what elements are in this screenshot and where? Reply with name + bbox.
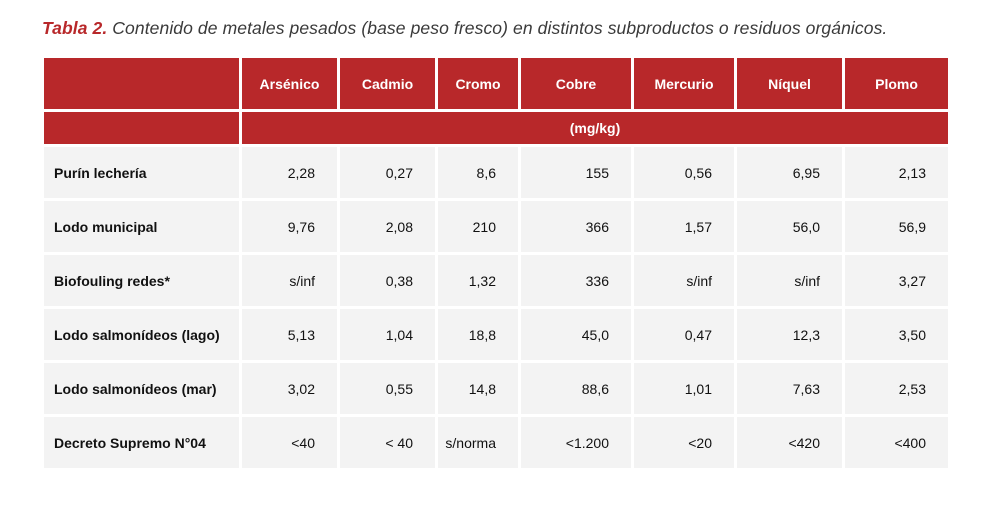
table-cell: 1,04 xyxy=(340,309,435,360)
table-cell: 2,08 xyxy=(340,201,435,252)
table-cell: 1,32 xyxy=(438,255,518,306)
table-cell: 88,6 xyxy=(521,363,631,414)
table-cell: 56,9 xyxy=(845,201,948,252)
table-cell: 14,8 xyxy=(438,363,518,414)
table-cell: 8,6 xyxy=(438,147,518,198)
table-cell: 2,13 xyxy=(845,147,948,198)
table-cell: 9,76 xyxy=(242,201,337,252)
table-cell: < 40 xyxy=(340,417,435,468)
table-cell: s/inf xyxy=(634,255,734,306)
table-cell: <1.200 xyxy=(521,417,631,468)
table-cell: 6,95 xyxy=(737,147,842,198)
table-cell: 1,57 xyxy=(634,201,734,252)
table-cell: 3,02 xyxy=(242,363,337,414)
header-row: Arsénico Cadmio Cromo Cobre Mercurio Níq… xyxy=(44,58,948,109)
table-cell: <420 xyxy=(737,417,842,468)
table-cell: <40 xyxy=(242,417,337,468)
table-row: Biofouling redes* s/inf 0,38 1,32 336 s/… xyxy=(44,255,948,306)
table-cell: 366 xyxy=(521,201,631,252)
row-label: Purín lechería xyxy=(44,147,239,198)
table-cell: 45,0 xyxy=(521,309,631,360)
table-cell: 0,47 xyxy=(634,309,734,360)
header-cromo: Cromo xyxy=(438,58,518,109)
header-arsenico: Arsénico xyxy=(242,58,337,109)
table-cell: 3,50 xyxy=(845,309,948,360)
table-cell: 56,0 xyxy=(737,201,842,252)
table-cell: 1,01 xyxy=(634,363,734,414)
table-row: Purín lechería 2,28 0,27 8,6 155 0,56 6,… xyxy=(44,147,948,198)
table-row: Lodo salmonídeos (lago) 5,13 1,04 18,8 4… xyxy=(44,309,948,360)
table-cell: 0,27 xyxy=(340,147,435,198)
row-label: Lodo salmonídeos (mar) xyxy=(44,363,239,414)
unit-row: (mg/kg) xyxy=(44,112,948,144)
row-label: Lodo salmonídeos (lago) xyxy=(44,309,239,360)
header-corner xyxy=(44,58,239,109)
table-cell: 336 xyxy=(521,255,631,306)
caption-label: Tabla 2. xyxy=(42,18,108,38)
header-cadmio: Cadmio xyxy=(340,58,435,109)
table-row: Lodo salmonídeos (mar) 3,02 0,55 14,8 88… xyxy=(44,363,948,414)
table-cell: <20 xyxy=(634,417,734,468)
table-row: Decreto Supremo N°04 <40 < 40 s/norma <1… xyxy=(44,417,948,468)
row-label: Decreto Supremo N°04 xyxy=(44,417,239,468)
caption-text: Contenido de metales pesados (base peso … xyxy=(107,18,888,38)
header-mercurio: Mercurio xyxy=(634,58,734,109)
table-row: Lodo municipal 9,76 2,08 210 366 1,57 56… xyxy=(44,201,948,252)
heavy-metals-table: Arsénico Cadmio Cromo Cobre Mercurio Níq… xyxy=(41,55,951,471)
table-cell: 18,8 xyxy=(438,309,518,360)
table-cell: s/norma xyxy=(438,417,518,468)
header-niquel: Níquel xyxy=(737,58,842,109)
table-cell: 155 xyxy=(521,147,631,198)
table-cell: 3,27 xyxy=(845,255,948,306)
unit-corner xyxy=(44,112,239,144)
table-cell: s/inf xyxy=(737,255,842,306)
table-caption: Tabla 2. Contenido de metales pesados (b… xyxy=(42,18,887,39)
table-cell: 0,55 xyxy=(340,363,435,414)
table-cell: 5,13 xyxy=(242,309,337,360)
table-cell: 2,53 xyxy=(845,363,948,414)
row-label: Lodo municipal xyxy=(44,201,239,252)
table-cell: 0,38 xyxy=(340,255,435,306)
header-plomo: Plomo xyxy=(845,58,948,109)
table-cell: 7,63 xyxy=(737,363,842,414)
header-cobre: Cobre xyxy=(521,58,631,109)
table-cell: 0,56 xyxy=(634,147,734,198)
table-cell: 210 xyxy=(438,201,518,252)
row-label: Biofouling redes* xyxy=(44,255,239,306)
table-cell: s/inf xyxy=(242,255,337,306)
table-cell: 2,28 xyxy=(242,147,337,198)
table-cell: 12,3 xyxy=(737,309,842,360)
unit-label: (mg/kg) xyxy=(242,112,948,144)
table-cell: <400 xyxy=(845,417,948,468)
